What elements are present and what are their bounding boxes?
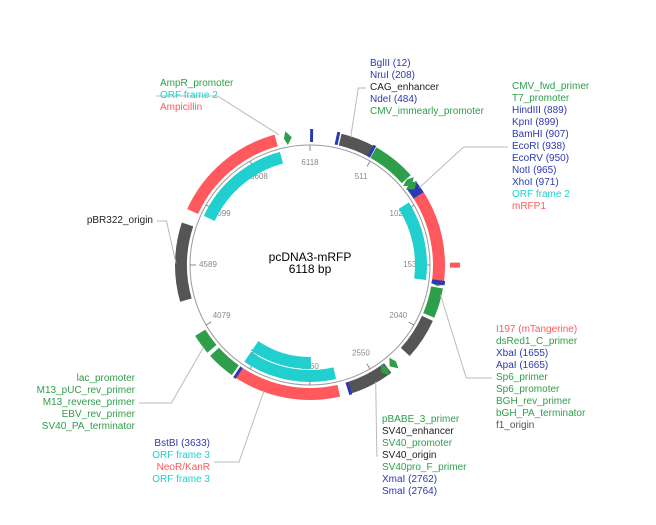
feature-label: Sp6_primer [496, 372, 548, 384]
feature-label: BamHI (907) [512, 129, 569, 141]
feature-label: SV40_enhancer [382, 426, 454, 438]
feature-label: BglII (12) [370, 58, 411, 70]
feature-label: M13_pUC_rev_primer [37, 385, 135, 397]
feature-arc [181, 224, 188, 300]
feature-label: EcoRV (950) [512, 153, 569, 165]
leader-line [157, 221, 176, 263]
leader-line [419, 147, 508, 188]
feature-label: NdeI (484) [370, 94, 417, 106]
feature-label: XbaI (1655) [496, 348, 548, 360]
scale-tick [206, 322, 211, 325]
feature-label: SV40_promoter [382, 438, 452, 450]
feature-label: bGH_PA_terminator [496, 408, 585, 420]
feature-label: mRFP1 [512, 201, 546, 213]
scale-tick [409, 322, 414, 325]
feature-label: M13_reverse_primer [43, 397, 135, 409]
feature-label: T7_promoter [512, 93, 569, 105]
feature-label: lac_promoter [77, 373, 135, 385]
feature-label: ORF frame 2 [160, 90, 218, 102]
feature-arc [215, 352, 236, 370]
feature-label: SmaI (2764) [382, 486, 437, 498]
scale-tick [367, 161, 370, 166]
scale-tick-label: 6118 [301, 158, 319, 167]
plasmid-size: 6118 bp [250, 263, 370, 275]
feature-label: ORF frame 3 [152, 474, 210, 486]
feature-label: BGH_rev_primer [496, 396, 571, 408]
feature-label: CAG_enhancer [370, 82, 439, 94]
leader-line [376, 382, 378, 456]
feature-label: AmpR_promoter [160, 78, 233, 90]
feature-label: XmaI (2762) [382, 474, 437, 486]
scale-tick-label: 4589 [199, 260, 217, 269]
feature-label: BstBI (3633) [154, 438, 210, 450]
feature-label: SV40_PA_terminator [42, 421, 135, 433]
scale-tick-label: 4079 [213, 311, 231, 320]
feature-label: pBABE_3_primer [382, 414, 459, 426]
feature-arc [405, 318, 427, 352]
feature-label: SV40_origin [382, 450, 436, 462]
feature-label: pBR322_origin [87, 215, 153, 227]
leader-line [214, 391, 264, 462]
feature-arc [429, 287, 437, 315]
feature-label: I197 (mTangerine) [496, 324, 577, 336]
feature-label: EBV_rev_primer [62, 409, 135, 421]
plasmid-title: pcDNA3-mRFP6118 bp [250, 251, 370, 275]
feature-label: NruI (208) [370, 70, 415, 82]
scale-tick [367, 364, 370, 369]
feature-label: dsRed1_C_primer [496, 336, 577, 348]
scale-tick-label: 2550 [352, 348, 370, 357]
feature-label: ORF frame 3 [152, 450, 210, 462]
site-tick [336, 132, 339, 145]
feature-label: NotI (965) [512, 165, 556, 177]
feature-label: f1_origin [496, 420, 534, 432]
leader-line [351, 88, 366, 137]
feature-label: KpnI (899) [512, 117, 559, 129]
feature-arc [200, 333, 212, 349]
feature-label: HindIII (889) [512, 105, 567, 117]
feature-arrow [389, 358, 398, 369]
feature-label: SV40pro_F_primer [382, 462, 466, 474]
leader-line [441, 295, 492, 378]
site-tick [432, 282, 445, 284]
scale-tick-label: 511 [355, 172, 368, 181]
feature-label: EcoRI (938) [512, 141, 565, 153]
feature-label: CMV_immearly_promoter [370, 106, 484, 118]
feature-label: ApaI (1665) [496, 360, 548, 372]
feature-label: Sp6_promoter [496, 384, 559, 396]
plasmid-map: 5111021153020402550306035694079458950995… [0, 0, 656, 525]
feature-arrow [284, 131, 292, 145]
scale-tick-label: 2040 [389, 311, 407, 320]
feature-label: ORF frame 2 [512, 189, 570, 201]
feature-label: NeoR/KanR [157, 462, 210, 474]
feature-label: Ampicillin [160, 102, 202, 114]
feature-label: CMV_fwd_primer [512, 81, 589, 93]
feature-label: XhoI (971) [512, 177, 559, 189]
leader-line [139, 347, 204, 403]
